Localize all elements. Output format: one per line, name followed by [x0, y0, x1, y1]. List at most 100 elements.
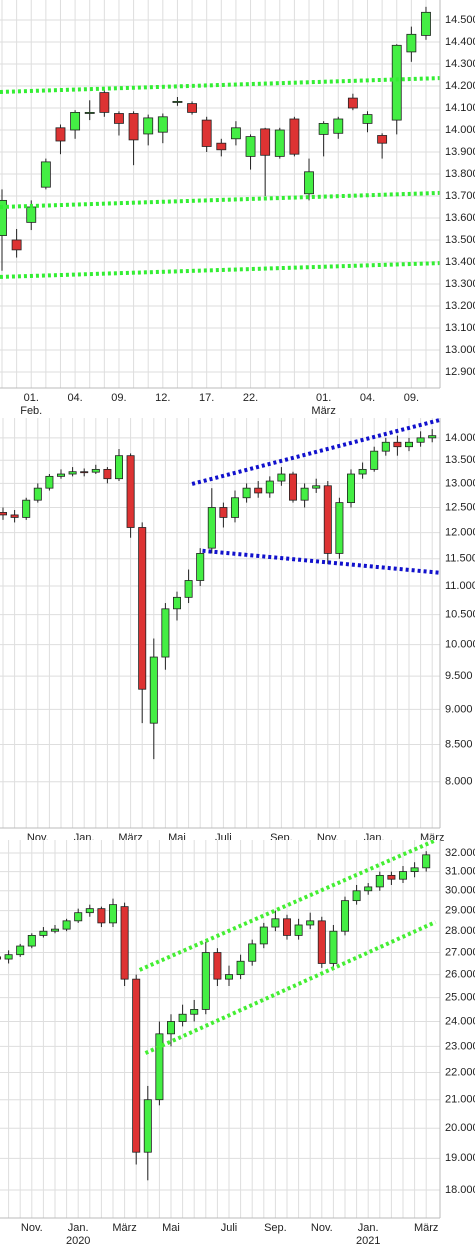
candle-body — [329, 930, 338, 964]
y-tick-label: 13.900 — [445, 146, 475, 158]
candle-body — [40, 161, 51, 188]
y-tick-label: 14.500 — [445, 14, 475, 26]
candle-body — [381, 441, 390, 452]
candle-body — [213, 952, 222, 980]
x-group-label: 2021 — [356, 1235, 380, 1247]
candle-body — [55, 127, 66, 142]
candle-body — [428, 435, 437, 439]
candle-body — [306, 920, 315, 926]
candle-body — [161, 608, 170, 658]
y-tick-label: 29.000 — [445, 905, 475, 917]
x-tick-label: Juli — [221, 1222, 238, 1234]
y-tick-label: 23.000 — [445, 1040, 475, 1052]
x-tick-label: 01. — [24, 392, 39, 404]
y-tick-label: 13.500 — [445, 454, 475, 466]
y-tick-label: 11.000 — [445, 580, 475, 592]
y-tick-label: 30.000 — [445, 885, 475, 897]
y-tick-label: 13.600 — [445, 212, 475, 224]
candle-body — [97, 908, 106, 924]
y-tick-label: 12.900 — [445, 366, 475, 378]
candle-body — [387, 874, 396, 880]
y-tick-label: 10.500 — [445, 609, 475, 621]
candle-body — [120, 906, 129, 980]
x-tick-label: Jan. — [358, 1222, 379, 1234]
candle-body — [277, 473, 286, 482]
candle-body — [143, 1099, 152, 1153]
x-group-label: Feb. — [20, 405, 42, 417]
plot — [0, 418, 440, 828]
candle-body — [416, 437, 425, 443]
y-tick-label: 8.000 — [445, 776, 473, 788]
candle-body — [391, 44, 402, 121]
candle-body — [91, 468, 100, 473]
candle-body — [377, 135, 388, 144]
candle-body — [109, 904, 117, 924]
y-tick-label: 13.200 — [445, 300, 475, 312]
trend-line — [202, 548, 440, 575]
y-tick-label: 21.000 — [445, 1094, 475, 1106]
candle-body — [187, 103, 197, 113]
candle-body — [16, 945, 25, 956]
candle-body — [341, 900, 349, 932]
y-tick-label: 18.000 — [445, 1184, 475, 1196]
candle-body — [399, 871, 407, 880]
candle-body — [207, 507, 216, 549]
y-tick-label: 26.000 — [445, 969, 475, 981]
candle-body — [74, 912, 83, 922]
candle-body — [410, 867, 419, 872]
x-tick-label: 17. — [199, 392, 214, 404]
candle-body — [271, 918, 280, 928]
candle-body — [196, 553, 205, 581]
y-tick-label: 25.000 — [445, 991, 475, 1003]
candle-body — [245, 136, 256, 157]
candle-body — [45, 475, 54, 489]
plot — [0, 0, 440, 388]
y-tick-label: 24.000 — [445, 1015, 475, 1027]
x-group-label: 2020 — [66, 1235, 90, 1247]
candle-body — [219, 507, 228, 518]
candle-body — [347, 473, 355, 504]
candle-body — [80, 471, 89, 474]
candle-body — [11, 239, 22, 251]
candle-body — [33, 487, 42, 501]
candle-body — [421, 11, 431, 36]
plot-area — [0, 418, 440, 828]
x-tick-label: 09. — [111, 392, 126, 404]
y-tick-label: 9.000 — [445, 703, 473, 715]
y-tick-label: 13.500 — [445, 234, 475, 246]
x-tick-label: 22. — [243, 392, 258, 404]
candle-body — [126, 455, 135, 528]
candle-body — [4, 954, 13, 960]
candle-body — [375, 874, 384, 888]
x-tick-label: 09. — [404, 392, 419, 404]
candle-body — [358, 468, 367, 475]
y-tick-label: 13.300 — [445, 278, 475, 290]
y-tick-label: 13.700 — [445, 190, 475, 202]
x-tick-label: Sep. — [264, 1222, 287, 1234]
trend-line — [191, 418, 440, 486]
candle-body — [0, 512, 7, 516]
y-tick-label: 28.000 — [445, 925, 475, 937]
candle-body — [10, 514, 19, 518]
candle-body — [85, 908, 94, 914]
x-tick-label: Nov. — [21, 1222, 43, 1234]
candle-body — [167, 1021, 175, 1035]
x-tick-label: 04. — [67, 392, 82, 404]
candle-body — [57, 473, 65, 477]
x-tick-label: 04. — [360, 392, 375, 404]
candle-body — [128, 113, 139, 141]
y-tick-label: 13.000 — [445, 477, 475, 489]
x-tick-label: 01. — [316, 392, 331, 404]
candle-body — [230, 127, 241, 140]
candle-body — [68, 471, 77, 475]
candle-body — [333, 118, 344, 134]
candle-body — [304, 171, 314, 195]
candle-body — [70, 111, 81, 131]
candle-body — [178, 1013, 187, 1022]
candle-body — [347, 97, 358, 109]
candle-body — [364, 886, 373, 892]
y-tick-label: 14.000 — [445, 124, 475, 136]
candle-body — [231, 497, 239, 518]
y-tick-label: 19.000 — [445, 1152, 475, 1164]
